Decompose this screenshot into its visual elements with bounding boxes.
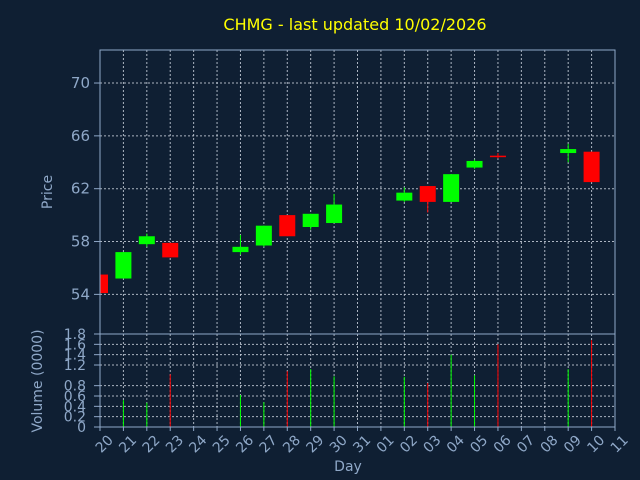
price-panel: 54 58 62 66 70 Price xyxy=(40,49,616,335)
x-tick-label: 06 xyxy=(491,432,515,456)
candle xyxy=(279,215,296,237)
x-tick-label: 22 xyxy=(140,432,164,456)
x-tick-label: 28 xyxy=(280,432,304,456)
volume-bars xyxy=(122,340,593,427)
price-tick-label: 62 xyxy=(71,180,90,198)
volume-tick-label: 0.2 xyxy=(64,410,86,426)
volume-tick-label: 1.2 xyxy=(64,358,86,374)
candle-body xyxy=(419,186,436,202)
candle xyxy=(396,187,413,202)
price-axis-label: Price xyxy=(40,175,56,209)
x-tick-label: 08 xyxy=(538,432,562,456)
volume-tick-label: 0 xyxy=(77,420,86,436)
price-grid xyxy=(100,50,615,334)
chart-title: CHMG - last updated 10/02/2026 xyxy=(223,15,486,34)
price-candles xyxy=(99,143,600,294)
candle xyxy=(443,174,460,202)
candle-body xyxy=(100,274,108,294)
volume-panel: 00.20.40.60.8 1.21.41.61.8 Volume (0000) xyxy=(30,327,616,436)
price-tick-label: 54 xyxy=(71,285,90,303)
candle-body xyxy=(396,192,413,201)
candle xyxy=(99,274,108,294)
candle-body xyxy=(489,155,506,158)
candle xyxy=(162,242,179,258)
x-tick-label: 26 xyxy=(233,432,257,456)
candle-body xyxy=(583,151,600,183)
volume-tick-label: 1.6 xyxy=(64,337,86,353)
x-tick-label: 20 xyxy=(93,432,117,456)
price-tick-label: 58 xyxy=(71,233,90,251)
price-tick-label: 66 xyxy=(71,127,90,145)
candle-body xyxy=(302,213,319,228)
volume-axis-label: Volume (0000) xyxy=(30,329,46,432)
x-tick-label: 04 xyxy=(444,432,468,456)
volume-tick-label: 0.6 xyxy=(64,389,86,405)
x-tick-label: 09 xyxy=(561,432,585,456)
x-tick-label: 25 xyxy=(210,432,234,456)
x-tick-label: 01 xyxy=(374,432,398,456)
x-tick-label: 07 xyxy=(514,432,538,456)
candle xyxy=(232,234,249,255)
candle xyxy=(419,186,436,213)
volume-tick-label: 0.4 xyxy=(64,399,86,415)
candle xyxy=(326,193,343,224)
x-tick-labels: 20 21 22 23 24 25 26 27 28 29 30 31 01 02 03 04 05 06 07 08… xyxy=(93,427,632,456)
candle xyxy=(255,225,272,247)
candle-body xyxy=(115,252,132,279)
candle xyxy=(466,159,483,169)
candle-body xyxy=(232,246,249,253)
price-tick-label: 70 xyxy=(71,74,90,92)
x-tick-label: 05 xyxy=(467,432,491,456)
x-tick-label: 27 xyxy=(257,432,281,456)
candle-body xyxy=(443,174,460,202)
candle xyxy=(115,252,132,279)
volume-tick-label: 0.8 xyxy=(64,379,86,395)
candle-body xyxy=(162,242,179,258)
x-tick-label: 02 xyxy=(397,432,421,456)
price-tick-labels: 54 58 62 66 70 xyxy=(71,74,100,303)
candle xyxy=(302,213,319,230)
x-tick-label: 11 xyxy=(608,432,632,456)
candle-body xyxy=(560,149,577,154)
x-tick-label: 10 xyxy=(584,432,608,456)
x-axis-label: Day xyxy=(334,459,362,475)
volume-tick-label: 1.8 xyxy=(64,327,86,343)
x-tick-label: 03 xyxy=(421,432,445,456)
volume-tick-label: 1.4 xyxy=(64,348,86,364)
x-tick-label: 30 xyxy=(327,432,351,456)
candle xyxy=(583,151,600,183)
volume-tick-labels: 00.20.40.60.8 1.21.41.61.8 xyxy=(64,327,100,436)
candle-body xyxy=(255,225,272,246)
candle xyxy=(138,233,155,247)
candle xyxy=(560,143,577,163)
x-tick-label: 23 xyxy=(163,432,187,456)
x-tick-label: 21 xyxy=(116,432,140,456)
x-tick-label: 29 xyxy=(304,432,328,456)
x-tick-label: 31 xyxy=(350,432,374,456)
candle-body xyxy=(466,160,483,168)
candle-body xyxy=(279,215,296,237)
candle-body xyxy=(138,236,155,245)
candle-body xyxy=(326,204,343,224)
candle xyxy=(489,153,506,159)
volume-grid xyxy=(100,334,615,427)
x-tick-label: 24 xyxy=(186,432,210,456)
